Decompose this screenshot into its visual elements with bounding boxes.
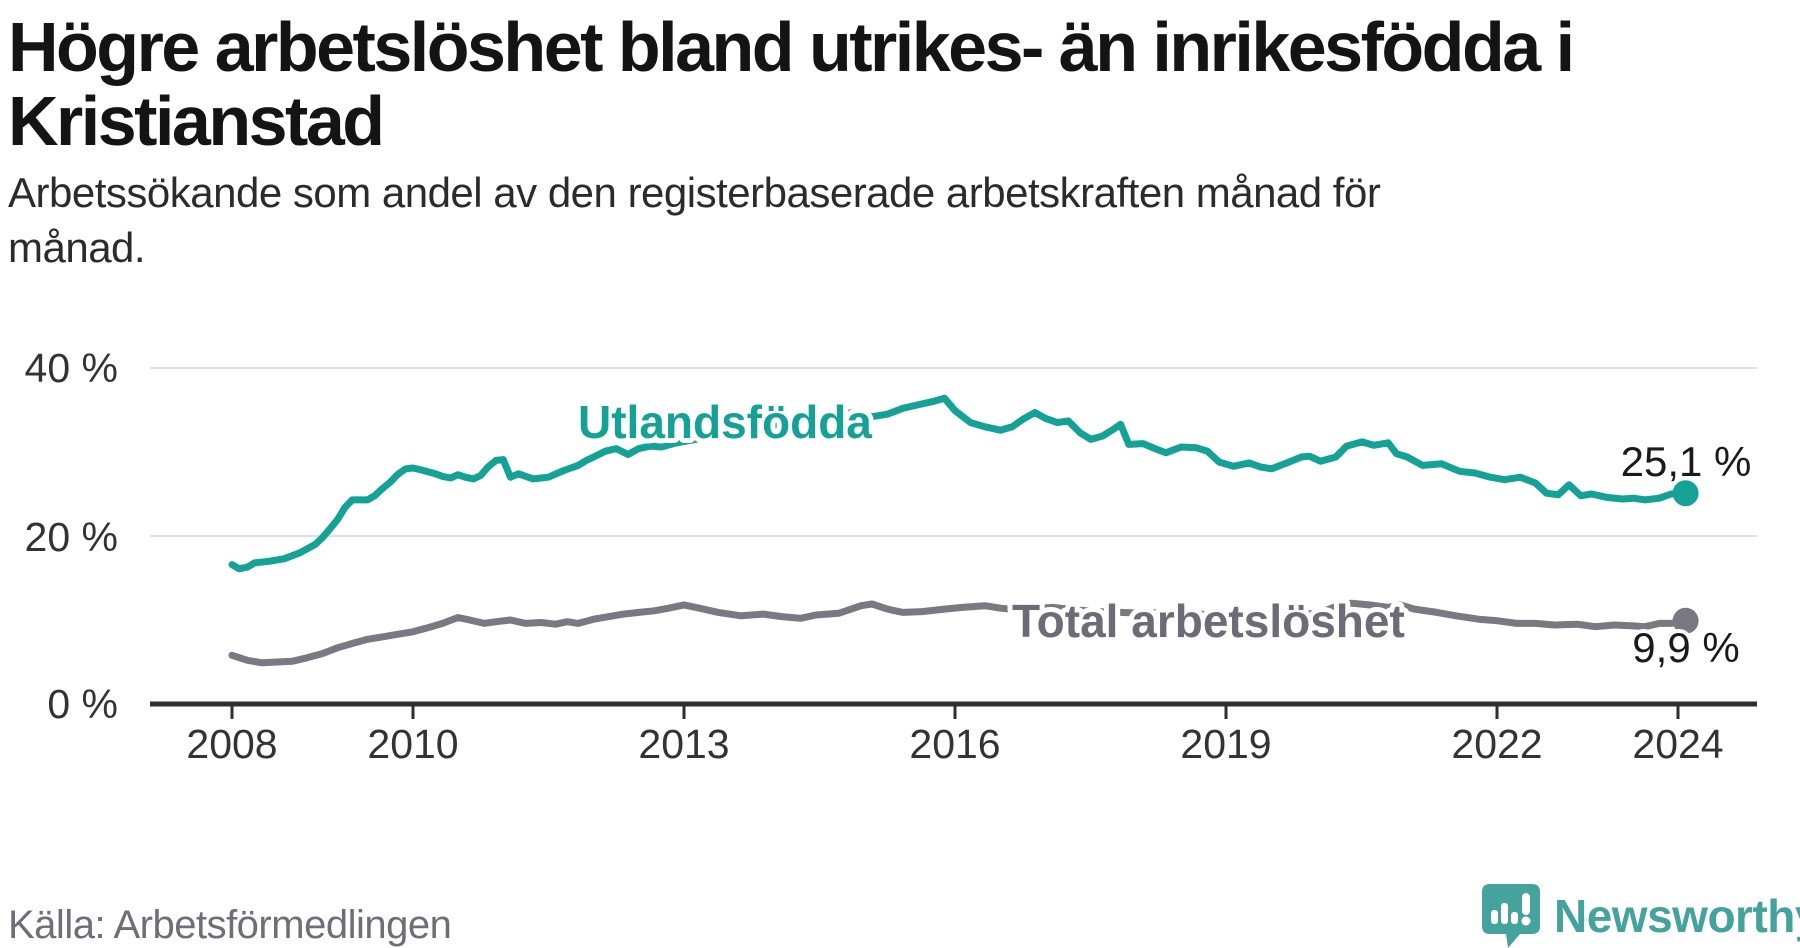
title-line-1: Högre arbetslöshet bland utrikes- än inr… [8, 8, 1575, 86]
x-tick-label-2013: 2013 [638, 721, 729, 767]
x-tick-label-2016: 2016 [909, 721, 1000, 767]
newsworthy-logo-icon [1482, 884, 1540, 948]
y-tick-label-0: 0 % [47, 681, 118, 727]
page-title: Högre arbetslöshet bland utrikes- än inr… [8, 8, 1575, 161]
subtitle-line-2: månad. [8, 223, 146, 271]
x-tick-label-2022: 2022 [1451, 721, 1542, 767]
x-tick-label-2008: 2008 [186, 721, 277, 767]
series-label-utlandsfodda: Utlandsfödda [578, 396, 872, 448]
end-dot-total-arbetsloshet [1672, 607, 1699, 634]
source-attribution: Källa: Arbetsförmedlingen [8, 903, 452, 947]
line-utlandsfodda [228, 394, 1690, 573]
x-tick-label-2019: 2019 [1180, 721, 1271, 767]
chart-subtitle: Arbetssökande som andel av den registerb… [8, 166, 1381, 275]
x-tick-label-2010: 2010 [367, 721, 458, 767]
brand-logo: Newsworthy [1482, 884, 1800, 948]
end-dot-utlandsfodda [1672, 480, 1699, 507]
y-tick-label-20: 20 % [25, 514, 118, 560]
brand-name: Newsworthy [1554, 890, 1800, 942]
title-line-2: Kristianstad [8, 82, 385, 161]
y-tick-label-40: 40 % [25, 345, 118, 391]
subtitle-line-1: Arbetssökande som andel av den registerb… [8, 169, 1381, 216]
x-tick-label-2024: 2024 [1632, 721, 1723, 767]
line-total-arbetsloshet [228, 599, 1690, 667]
end-value-total-arbetsloshet: 9,9 % [1632, 624, 1739, 671]
series-label-total-arbetsloshet: Total arbetslöshet [1012, 595, 1405, 647]
end-value-utlandsfodda: 25,1 % [1621, 438, 1752, 485]
